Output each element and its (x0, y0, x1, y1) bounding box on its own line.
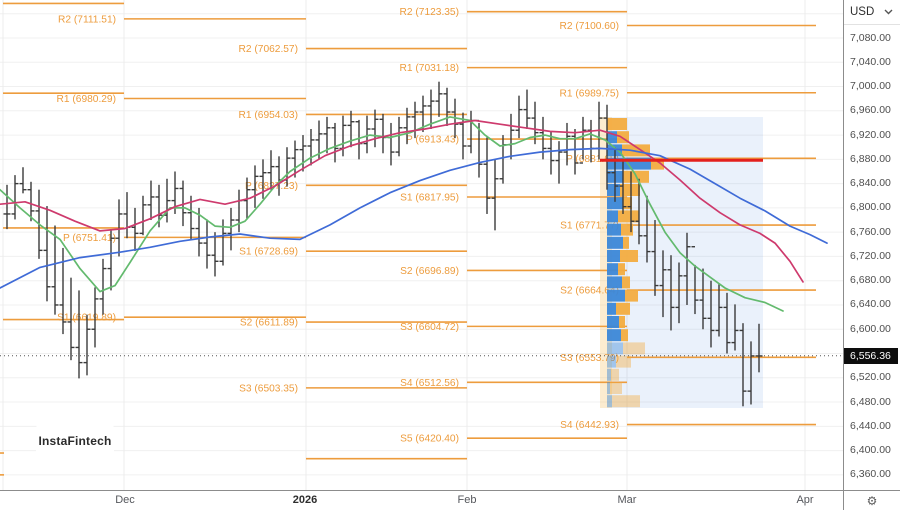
slow-ma-blue (0, 147, 828, 289)
pivot-label: R2 (7123.35) (400, 7, 459, 18)
price-tick-label: 6,960.00 (850, 104, 891, 117)
time-tick-label: Feb (457, 494, 477, 506)
chevron-down-icon (884, 9, 893, 15)
price-tick-label: 7,040.00 (850, 55, 891, 68)
pivot-label: R1 (6989.75) (560, 88, 619, 99)
price-tick-label: 6,720.00 (850, 249, 891, 262)
pivot-label: S4 (6442.93) (560, 420, 619, 431)
currency-label: USD (850, 6, 875, 18)
price-tick-label: 6,760.00 (850, 225, 891, 238)
pivot-label: S1 (6817.95) (400, 192, 459, 203)
price-tick-label: 7,000.00 (850, 80, 891, 93)
pivot-label: R1 (6954.03) (239, 110, 298, 121)
price-tick-label: 6,680.00 (850, 274, 891, 287)
ohlc-bars (3, 81, 763, 407)
price-tick-label: 6,360.00 (850, 468, 891, 481)
gear-icon[interactable]: ⚙ (866, 493, 878, 508)
pivot-label: S4 (6512.56) (400, 378, 459, 389)
pivot-label: S3 (6503.35) (239, 383, 298, 394)
pivot-label: S2 (6696.89) (400, 266, 459, 277)
price-tick-label: 6,600.00 (850, 322, 891, 335)
price-tick-label: 7,080.00 (850, 31, 891, 44)
pivot-label: S3 (6553.79) (560, 353, 619, 364)
price-tick-label: 6,520.00 (850, 371, 891, 384)
time-tick-label: 2026 (292, 494, 318, 506)
moving-averages (0, 116, 828, 312)
pivot-label: S1 (6728.69) (239, 247, 298, 258)
instafintech-logo: InstaFintech (36, 422, 114, 460)
fast-ma-green (0, 116, 784, 312)
pivot-label: S3 (6604.72) (400, 322, 459, 333)
pivot-label: R2 (7100.60) (560, 21, 619, 32)
price-tick-label: 6,440.00 (850, 419, 891, 432)
time-axis[interactable]: Dec 2026 Feb Mar Apr (0, 490, 843, 510)
time-tick-label: Dec (115, 494, 135, 506)
pivot-label: R1 (7031.18) (400, 63, 459, 74)
price-tick-label: 6,880.00 (850, 152, 891, 165)
mid-ma-crimson (0, 119, 804, 283)
time-tick-label: Apr (796, 494, 814, 506)
time-tick-label: Mar (617, 494, 637, 506)
currency-selector[interactable]: USD (844, 0, 900, 25)
price-tick-label: 6,840.00 (850, 177, 891, 190)
pivot-label: S2 (6611.89) (240, 318, 298, 329)
pivot-label: S2 (6664.64) (560, 286, 619, 297)
current-price-badge: 6,556.36 (844, 347, 898, 364)
price-tick-label: 6,480.00 (850, 395, 891, 408)
price-tick-label: 6,640.00 (850, 298, 891, 311)
pivot-label: P (6913.43) (406, 135, 459, 146)
pivot-label: S5 (6420.40) (400, 434, 459, 445)
pivot-label: S1 (6771.77) (560, 221, 619, 232)
pivot-label: R2 (7111.51) (58, 14, 116, 25)
pivot-label: R2 (7062.57) (239, 44, 298, 55)
price-tick-label: 6,800.00 (850, 201, 891, 214)
pivot-label: P (6881.68) (566, 154, 619, 165)
price-tick-label: 6,920.00 (850, 128, 891, 141)
price-chart-canvas[interactable]: R2 (7111.51) R1 (6980.29) P (6751.41) S1 (6… (0, 0, 843, 490)
price-axis[interactable]: USD 6,556.36 7,080.00 7,040.00 7,000.00 6,9… (843, 0, 900, 490)
axis-settings-corner: ⚙ (843, 490, 900, 510)
price-tick-label: 6,400.00 (850, 444, 891, 457)
pivot-label: P (6751.41) (63, 233, 116, 244)
pivot-label: R1 (6980.29) (57, 94, 116, 105)
